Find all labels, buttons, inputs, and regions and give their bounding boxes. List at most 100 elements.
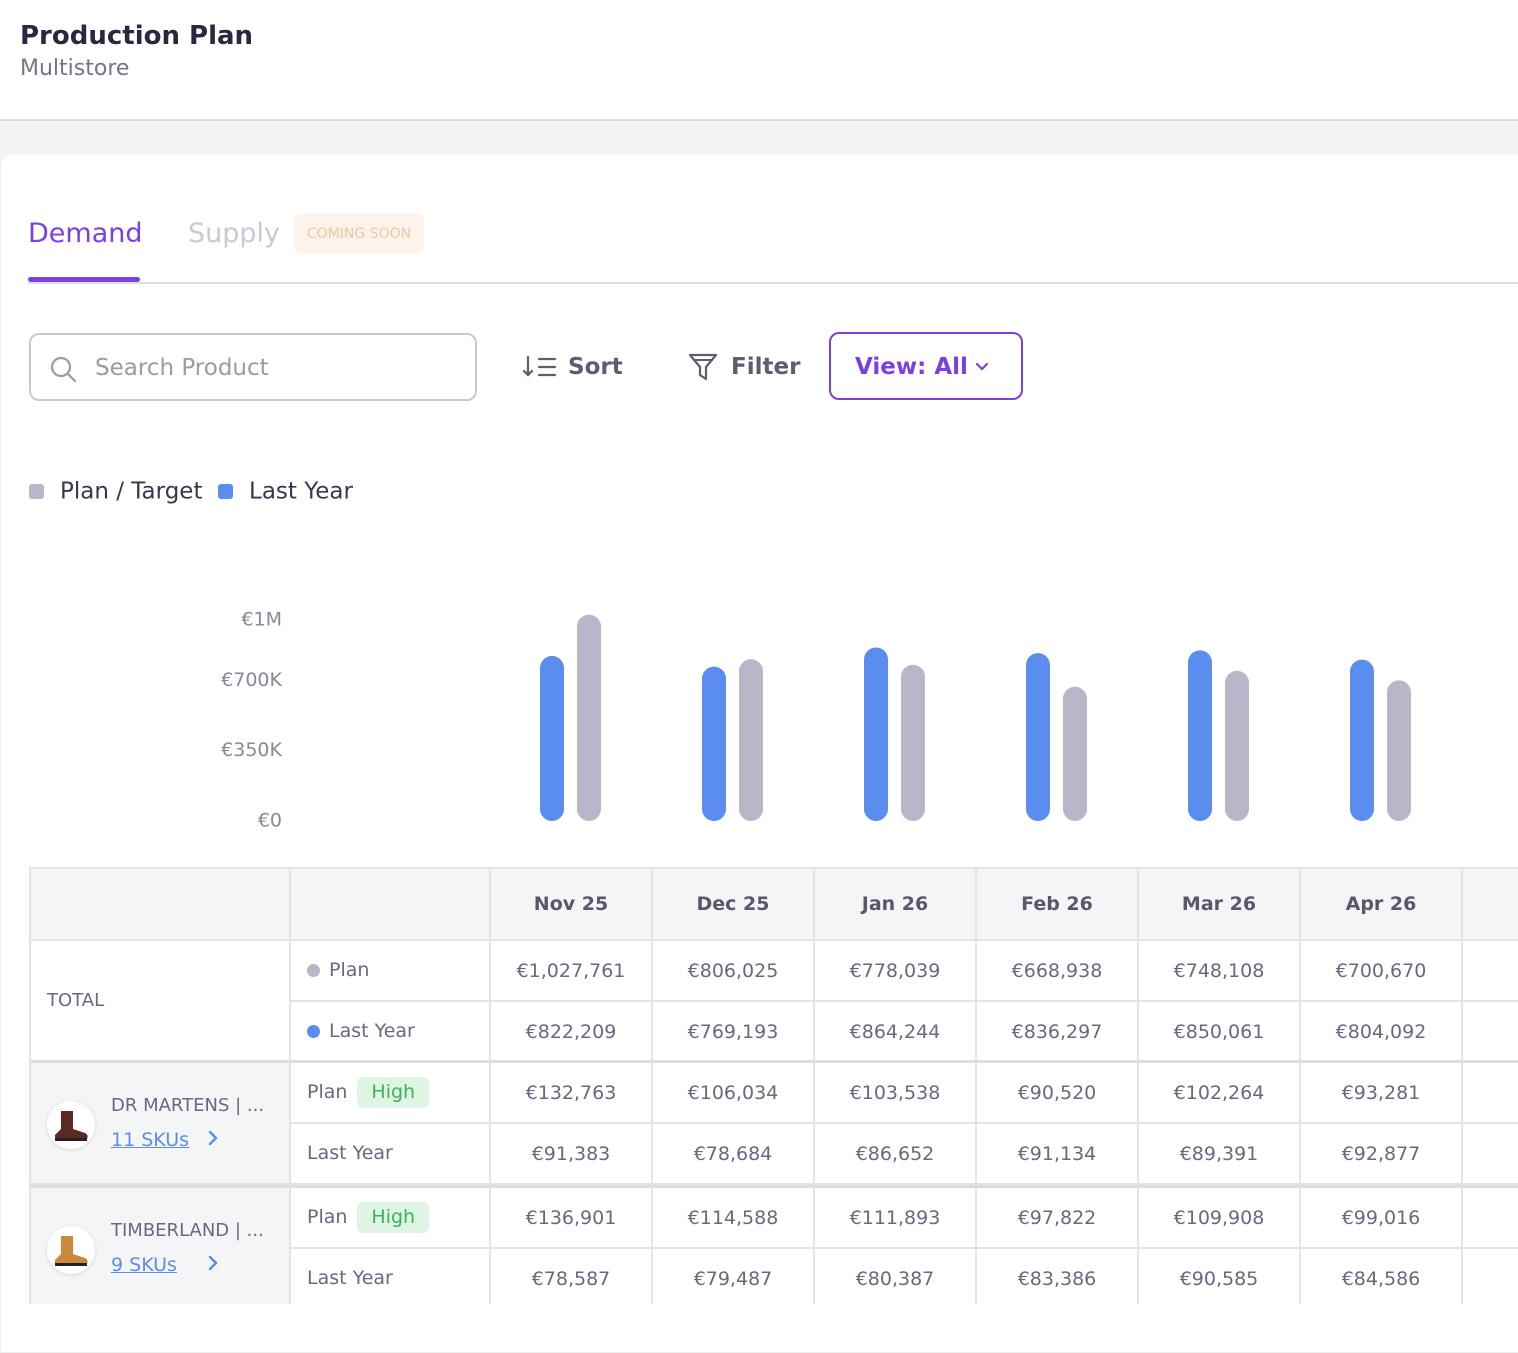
value-cell: €132,763 — [491, 1063, 653, 1124]
row-label: Plan High — [291, 1063, 491, 1124]
column-header: Mar 26 — [1139, 869, 1301, 941]
value-cell: €111,893 — [815, 1188, 977, 1249]
row-label-text: Plan — [307, 1206, 348, 1228]
view-label: View: All — [855, 354, 968, 380]
value-cell: €668,938 — [977, 941, 1139, 1002]
value-cell: €79,487 — [653, 1249, 815, 1304]
value-cell: €106,034 — [653, 1063, 815, 1124]
bar — [1387, 680, 1411, 821]
value-cell: €136,901 — [491, 1188, 653, 1249]
filter-label: Filter — [731, 354, 801, 380]
priority-badge: High — [357, 1077, 430, 1108]
page-subtitle: Multistore — [20, 56, 130, 81]
value-cell: €97,822 — [977, 1188, 1139, 1249]
product-cell: TIMBERLAND | ... 9 SKUs — [31, 1188, 291, 1304]
value-cell: €864,244 — [815, 1002, 977, 1063]
value-cell: €90,520 — [977, 1063, 1139, 1124]
chart: Plan / Target Last Year €0 €350K €700K €1M — [29, 479, 1411, 832]
y-tick-label: €1M — [241, 609, 282, 631]
header-cell — [291, 869, 491, 941]
value-cell: €102,264 — [1139, 1063, 1301, 1124]
value-cell: €806,025 — [653, 941, 815, 1002]
value-cell: €93,281 — [1301, 1063, 1463, 1124]
row-label: Last Year — [291, 1249, 491, 1304]
tab-supply[interactable]: Supply — [188, 218, 281, 249]
value-cell: €84,586 — [1301, 1249, 1463, 1304]
column-header: Dec 25 — [653, 869, 815, 941]
legend-dot — [307, 1025, 320, 1038]
row-label-text: Last Year — [329, 1020, 415, 1042]
value-cell: €92,877 — [1301, 1124, 1463, 1185]
value-cell: €99,016 — [1301, 1188, 1463, 1249]
sku-link[interactable]: 9 SKUs — [111, 1254, 177, 1276]
filter-icon — [688, 353, 718, 381]
total-label: TOTAL — [31, 941, 291, 1062]
bar — [864, 647, 888, 821]
value-cell — [1463, 1063, 1518, 1124]
product-name: DR MARTENS | ... — [111, 1095, 265, 1116]
value-cell: €89,391 — [1139, 1124, 1301, 1185]
value-cell: €769,193 — [653, 1002, 815, 1063]
row-label: Plan High — [291, 1188, 491, 1249]
row-label-text: Last Year — [307, 1142, 393, 1164]
bar — [1350, 659, 1374, 821]
product-image — [47, 1226, 95, 1274]
legend-dot — [307, 964, 320, 977]
product-cell: DR MARTENS | ... 11 SKUs — [31, 1063, 291, 1185]
value-cell: €78,684 — [653, 1124, 815, 1185]
page-title: Production Plan — [20, 21, 254, 51]
row-label-text: Plan — [307, 1081, 348, 1103]
chevron-down — [975, 362, 989, 371]
value-cell: €103,538 — [815, 1063, 977, 1124]
bar — [1188, 650, 1212, 821]
tab-demand[interactable]: Demand — [28, 218, 143, 249]
search-icon — [50, 356, 77, 383]
value-cell: €109,908 — [1139, 1188, 1301, 1249]
chevron-icon — [208, 1255, 218, 1271]
y-tick-label: €0 — [258, 810, 282, 832]
header-cell — [31, 869, 291, 941]
data-table: Nov 25 Dec 25 Jan 26 Feb 26 Mar 26 Apr 26 TOTA… — [29, 867, 1518, 1304]
value-cell: €80,387 — [815, 1249, 977, 1304]
row-label: Last Year — [291, 1124, 491, 1185]
row-label-text: Last Year — [307, 1267, 393, 1289]
value-cell: €804,092 — [1301, 1002, 1463, 1063]
value-cell: €778,039 — [815, 941, 977, 1002]
filter-button[interactable]: Filter — [685, 345, 805, 389]
view-dropdown[interactable]: View: All — [829, 332, 1023, 400]
search-box[interactable]: Search Product — [29, 333, 477, 401]
product-name: TIMBERLAND | ... — [111, 1220, 264, 1241]
search-placeholder: Search Product — [95, 355, 269, 381]
sort-label: Sort — [568, 354, 623, 380]
value-cell — [1463, 1188, 1518, 1249]
sort-button[interactable]: Sort — [515, 345, 625, 389]
value-cell — [1463, 941, 1518, 1002]
bar — [540, 655, 564, 821]
tab-underline — [28, 277, 140, 282]
legend-swatch — [218, 484, 233, 499]
y-tick-label: €700K — [221, 669, 282, 691]
bar — [1225, 670, 1249, 821]
bar — [577, 614, 601, 821]
sku-link[interactable]: 11 SKUs — [111, 1129, 190, 1151]
value-cell: €78,587 — [491, 1249, 653, 1304]
row-separator — [31, 1185, 1518, 1188]
value-cell: €91,383 — [491, 1124, 653, 1185]
bar — [1063, 686, 1087, 821]
tab-divider — [28, 282, 1518, 284]
coming-soon-badge: COMING SOON — [294, 214, 424, 253]
value-cell: €90,585 — [1139, 1249, 1301, 1304]
bar — [901, 664, 925, 821]
sort-icon — [522, 355, 557, 377]
row-label-text: Plan — [329, 959, 370, 981]
boot-icon — [55, 1111, 88, 1141]
legend-label: Plan / Target — [60, 479, 202, 505]
value-cell: €83,386 — [977, 1249, 1139, 1304]
chevron-right — [207, 1129, 219, 1150]
priority-badge: High — [357, 1202, 430, 1233]
column-header: Feb 26 — [977, 869, 1139, 941]
value-cell — [1463, 1249, 1518, 1304]
value-cell: €1,027,761 — [491, 941, 653, 1002]
y-tick-label: €350K — [221, 739, 282, 761]
bar — [702, 666, 726, 821]
